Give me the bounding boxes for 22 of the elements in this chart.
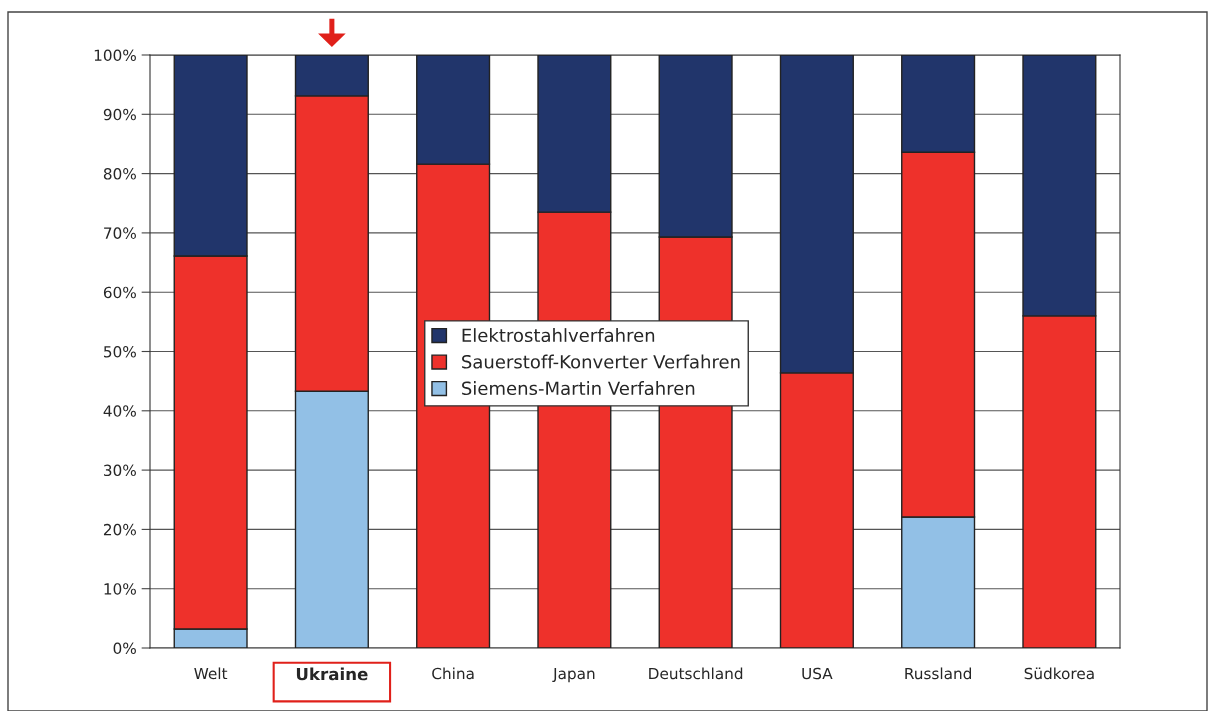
x-tick-label: USA <box>802 667 833 680</box>
y-tick-label: 20% <box>103 523 136 536</box>
x-tick-label: Welt <box>194 667 228 680</box>
x-tick-label: Russland <box>905 667 971 680</box>
y-tick-label: 10% <box>104 583 136 595</box>
y-tick-label: 70% <box>104 227 136 239</box>
x-tick-label: Deutschland <box>649 667 743 680</box>
x-tick-label: China <box>432 667 474 680</box>
y-tick-label: 0% <box>113 642 136 655</box>
legend-label: Elektrostahlverfahren <box>462 328 655 343</box>
y-tick-label: 90% <box>103 108 136 121</box>
y-tick-label: 100% <box>94 49 136 62</box>
y-tick-label: 30% <box>104 464 136 477</box>
y-tick-label: 60% <box>103 286 136 299</box>
x-tick-label: Südkorea <box>1024 667 1094 680</box>
x-tick-label: Ukraine <box>296 667 368 681</box>
y-tick-label: 80% <box>103 168 136 180</box>
legend-label: Sauerstoff-Konverter Verfahren <box>462 354 740 369</box>
x-tick-label: Japan <box>552 667 595 683</box>
y-tick-label: 50% <box>104 345 136 358</box>
y-tick-label: 40% <box>103 405 136 417</box>
legend-label: Siemens-Martin Verfahren <box>462 381 695 396</box>
